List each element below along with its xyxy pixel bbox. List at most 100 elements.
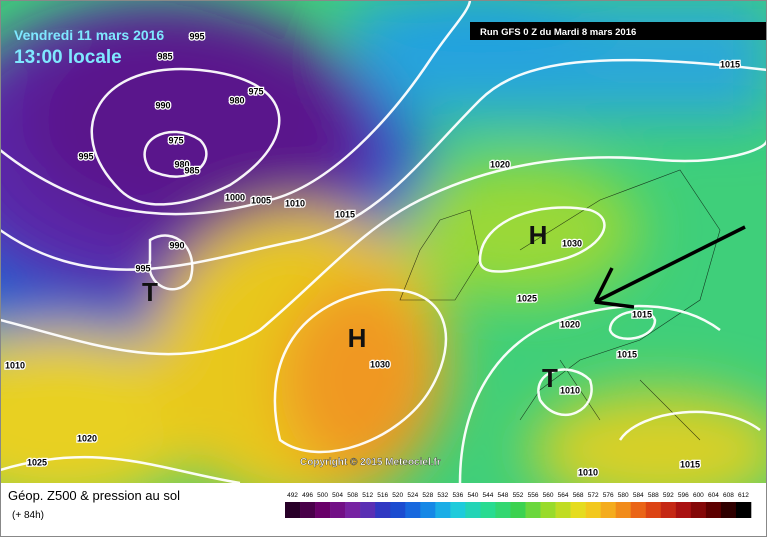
colorbar-label: 516 bbox=[377, 492, 388, 499]
colorbar-label: 540 bbox=[467, 492, 478, 499]
pressure-center: H bbox=[529, 220, 548, 250]
colorbar-label: 536 bbox=[452, 492, 463, 499]
isobar-label: 1020 bbox=[77, 433, 97, 443]
isobar-label: 1015 bbox=[632, 309, 652, 319]
colorbar-cell bbox=[525, 502, 541, 518]
colorbar-label: 520 bbox=[392, 492, 403, 499]
colorbar-label: 612 bbox=[738, 492, 749, 499]
colorbar-cell bbox=[690, 502, 707, 518]
colorbar-cell bbox=[705, 502, 722, 518]
isobar-label: 1015 bbox=[680, 459, 700, 469]
colorbar-label: 584 bbox=[633, 492, 644, 499]
colorbar-label: 524 bbox=[407, 492, 418, 499]
colorbar-label: 512 bbox=[362, 492, 373, 499]
colorbar-label: 528 bbox=[422, 492, 433, 499]
isobar-label: 1015 bbox=[720, 59, 740, 69]
colorbar-cell bbox=[540, 502, 556, 518]
run-label: Run GFS 0 Z du Mardi 8 mars 2016 bbox=[480, 27, 636, 38]
colorbar-cell bbox=[435, 502, 451, 518]
colorbar-label: 580 bbox=[618, 492, 629, 499]
colorbar-cell bbox=[645, 502, 662, 518]
time-label: 13:00 locale bbox=[14, 47, 122, 68]
colorbar-cell bbox=[630, 502, 647, 518]
date-label: Vendredi 11 mars 2016 bbox=[14, 27, 164, 43]
isobar-label: 995 bbox=[189, 31, 204, 41]
colorbar-cell bbox=[450, 502, 466, 518]
isobar-label: 1010 bbox=[560, 385, 580, 395]
colorbar-label: 608 bbox=[723, 492, 734, 499]
colorbar-cell bbox=[330, 502, 346, 518]
colorbar-label: 600 bbox=[693, 492, 704, 499]
colorbar-cell bbox=[465, 502, 481, 518]
colorbar-cell bbox=[720, 502, 737, 518]
colorbar-label: 492 bbox=[287, 492, 298, 499]
pressure-center: T bbox=[142, 277, 158, 307]
colorbar-cell bbox=[510, 502, 526, 518]
footer-title: Géop. Z500 & pression au sol bbox=[8, 488, 180, 503]
isobars bbox=[0, 0, 767, 483]
colorbar-cell bbox=[300, 502, 316, 518]
colorbar-label: 576 bbox=[603, 492, 614, 499]
isobar-label: 1030 bbox=[370, 359, 390, 369]
colorbar-label: 500 bbox=[317, 492, 328, 499]
colorbar-label: 532 bbox=[437, 492, 448, 499]
colorbar-cell bbox=[480, 502, 496, 518]
colorbar-label: 568 bbox=[573, 492, 584, 499]
colorbar-cell bbox=[360, 502, 376, 518]
colorbar-label: 508 bbox=[347, 492, 358, 499]
copyright: Copyright © 2015 Meteociel.fr bbox=[300, 457, 441, 468]
field bbox=[0, 0, 767, 483]
colorbar-cell bbox=[675, 502, 692, 518]
colorbar-label: 592 bbox=[663, 492, 674, 499]
isobar-label: 1025 bbox=[517, 293, 537, 303]
pressure-center: H bbox=[348, 323, 367, 353]
isobar-label: 985 bbox=[157, 51, 172, 61]
colorbar-cell bbox=[390, 502, 406, 518]
colorbar-label: 552 bbox=[513, 492, 524, 499]
colorbar-label: 504 bbox=[332, 492, 343, 499]
isobar-label: 1020 bbox=[560, 319, 580, 329]
colorbar-cell bbox=[375, 502, 391, 518]
colorbar-cell bbox=[600, 502, 617, 518]
colorbar-label: 496 bbox=[302, 492, 313, 499]
colorbar-label: 596 bbox=[678, 492, 689, 499]
isobar-label: 1010 bbox=[578, 467, 598, 477]
isobar-label: 1030 bbox=[562, 238, 582, 248]
colorbar-cell bbox=[495, 502, 511, 518]
colorbar-cell bbox=[420, 502, 436, 518]
isobar-label: 1010 bbox=[285, 198, 305, 208]
colorbar-cell bbox=[660, 502, 677, 518]
colorbar-label: 544 bbox=[483, 492, 494, 499]
isobar-label: 980 bbox=[229, 95, 244, 105]
colorbar-label: 588 bbox=[648, 492, 659, 499]
isobar-label: 1000 bbox=[225, 192, 245, 202]
isobar-label: 1020 bbox=[490, 159, 510, 169]
isobar-label: 975 bbox=[168, 135, 183, 145]
isobar-label: 1010 bbox=[5, 360, 25, 370]
run-banner bbox=[470, 22, 767, 40]
colorbar-cell bbox=[570, 502, 586, 518]
colorbar-cell bbox=[285, 502, 301, 518]
colorbar-cell bbox=[405, 502, 421, 518]
colorbar-cell bbox=[735, 502, 752, 518]
colorbar-label: 572 bbox=[588, 492, 599, 499]
colorbar-label: 604 bbox=[708, 492, 719, 499]
colorbar-label: 560 bbox=[543, 492, 554, 499]
colorbar-cell bbox=[345, 502, 361, 518]
isobar-label: 985 bbox=[184, 165, 199, 175]
isobar-label: 1005 bbox=[251, 195, 271, 205]
colorbar-cell bbox=[555, 502, 571, 518]
arrow bbox=[593, 225, 746, 309]
colorbar-cell bbox=[315, 502, 331, 518]
colorbar-cell bbox=[585, 502, 601, 518]
isobar-label: 990 bbox=[155, 100, 170, 110]
isobar-label: 1015 bbox=[335, 209, 355, 219]
colorbar-label: 564 bbox=[558, 492, 569, 499]
colorbar-label: 556 bbox=[528, 492, 539, 499]
isobar-label: 1025 bbox=[27, 457, 47, 467]
isobar-label: 995 bbox=[78, 151, 93, 161]
colorbar-label: 548 bbox=[498, 492, 509, 499]
pressure-center: T bbox=[542, 363, 558, 393]
